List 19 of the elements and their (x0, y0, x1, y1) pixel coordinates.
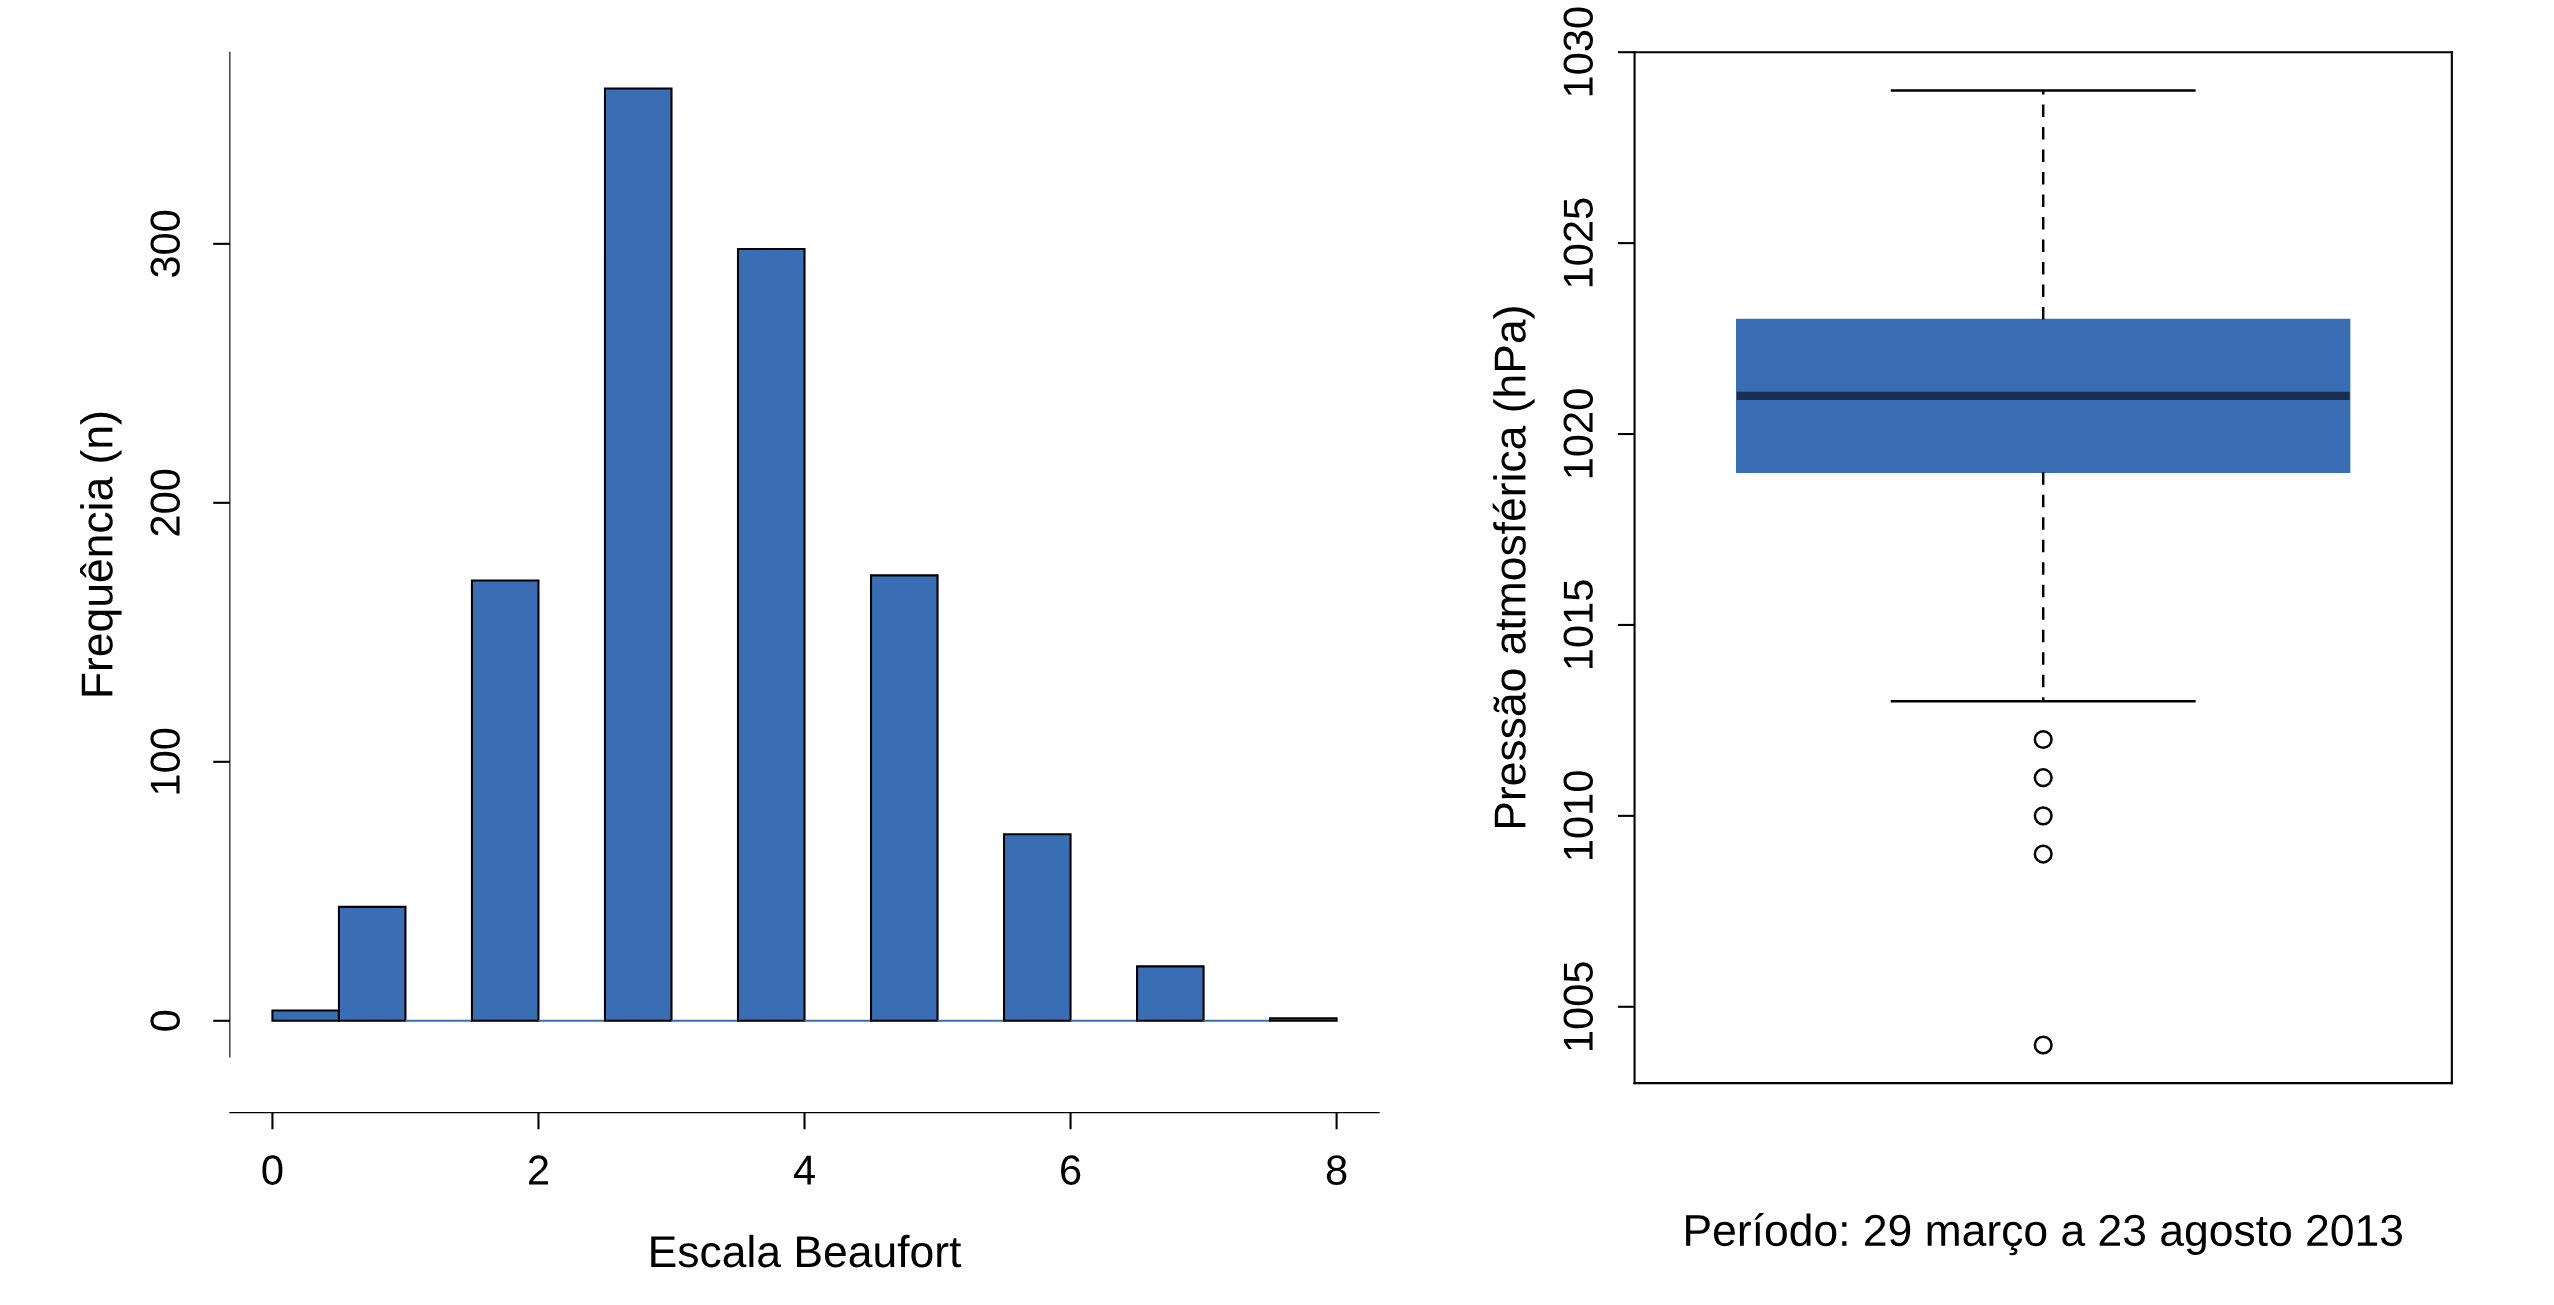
x-axis-title: Período: 29 março a 23 agosto 2013 (1686, 1213, 2403, 1256)
x-tick-label: 6 (1061, 1155, 1081, 1185)
y-tick-label: 1020 (1563, 389, 1593, 478)
y-tick-label: 1010 (1563, 771, 1593, 860)
y-tick-label: 1025 (1563, 198, 1593, 287)
x-tick-label: 0 (262, 1155, 283, 1185)
y-tick-label: 1030 (1563, 7, 1593, 96)
y-tick-label: 200 (150, 469, 180, 536)
y-tick-label: 300 (150, 210, 180, 278)
y-tick-label: 1015 (1563, 580, 1593, 669)
y-axis-title: Frequência (n) (80, 412, 122, 696)
y-axis-title: Pressão atmosférica (hPa) (1492, 307, 1535, 828)
x-tick-label: 8 (1326, 1155, 1347, 1185)
y-tick-label: 0 (150, 1010, 180, 1031)
x-tick-label: 2 (528, 1155, 548, 1185)
y-tick-label: 100 (150, 728, 180, 794)
y-tick-label: 1005 (1563, 962, 1593, 1050)
x-tick-label: 4 (793, 1155, 815, 1185)
x-axis-title: Escala Beaufort (651, 1234, 962, 1268)
